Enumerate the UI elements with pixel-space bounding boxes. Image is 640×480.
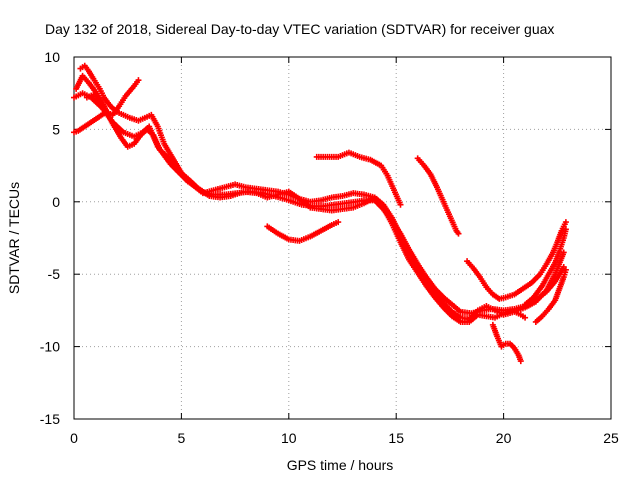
series-track-8 bbox=[414, 155, 462, 237]
y-tick-label: 10 bbox=[44, 49, 60, 65]
y-tick-label: -15 bbox=[40, 411, 60, 427]
data-point bbox=[562, 266, 569, 273]
x-tick-label: 25 bbox=[603, 430, 619, 446]
series-track-10 bbox=[489, 321, 524, 365]
x-tick-label: 20 bbox=[496, 430, 512, 446]
series-track-9 bbox=[464, 219, 569, 302]
data-point bbox=[562, 219, 569, 226]
data-point bbox=[135, 77, 142, 84]
series-track-12 bbox=[522, 226, 569, 308]
x-axis-label: GPS time / hours bbox=[287, 457, 394, 473]
x-tick-label: 5 bbox=[178, 430, 186, 446]
y-tick-label: 5 bbox=[52, 121, 60, 137]
data-point bbox=[517, 358, 524, 365]
y-tick-label: -10 bbox=[40, 339, 60, 355]
data-point bbox=[560, 249, 567, 256]
x-tick-label: 15 bbox=[388, 430, 404, 446]
data-points bbox=[71, 62, 569, 365]
y-axis-label: SDTVAR / TECUs bbox=[6, 182, 22, 294]
data-point bbox=[101, 110, 108, 117]
data-point bbox=[397, 201, 404, 208]
series-track-4 bbox=[83, 77, 142, 118]
data-point bbox=[522, 314, 529, 321]
x-tick-label: 0 bbox=[70, 430, 78, 446]
series-track-5 bbox=[71, 110, 108, 136]
series-track-2 bbox=[73, 72, 567, 323]
plot-frame bbox=[73, 56, 612, 420]
series-track-6 bbox=[264, 219, 342, 244]
chart-title: Day 132 of 2018, Sidereal Day-to-day VTE… bbox=[45, 21, 554, 37]
data-point bbox=[455, 230, 462, 237]
y-tick-label: -5 bbox=[48, 266, 61, 282]
series-track-11 bbox=[532, 266, 569, 325]
y-tick-label: 0 bbox=[52, 194, 60, 210]
data-point bbox=[562, 226, 569, 233]
series-track-7 bbox=[313, 149, 404, 208]
grid bbox=[74, 57, 611, 419]
x-tick-label: 10 bbox=[281, 430, 297, 446]
data-point bbox=[335, 219, 342, 226]
axis-ticks: 0 5 10 15 20 25 -15 -10 -5 0 5 10 bbox=[40, 49, 619, 446]
series-track-3 bbox=[77, 62, 529, 325]
